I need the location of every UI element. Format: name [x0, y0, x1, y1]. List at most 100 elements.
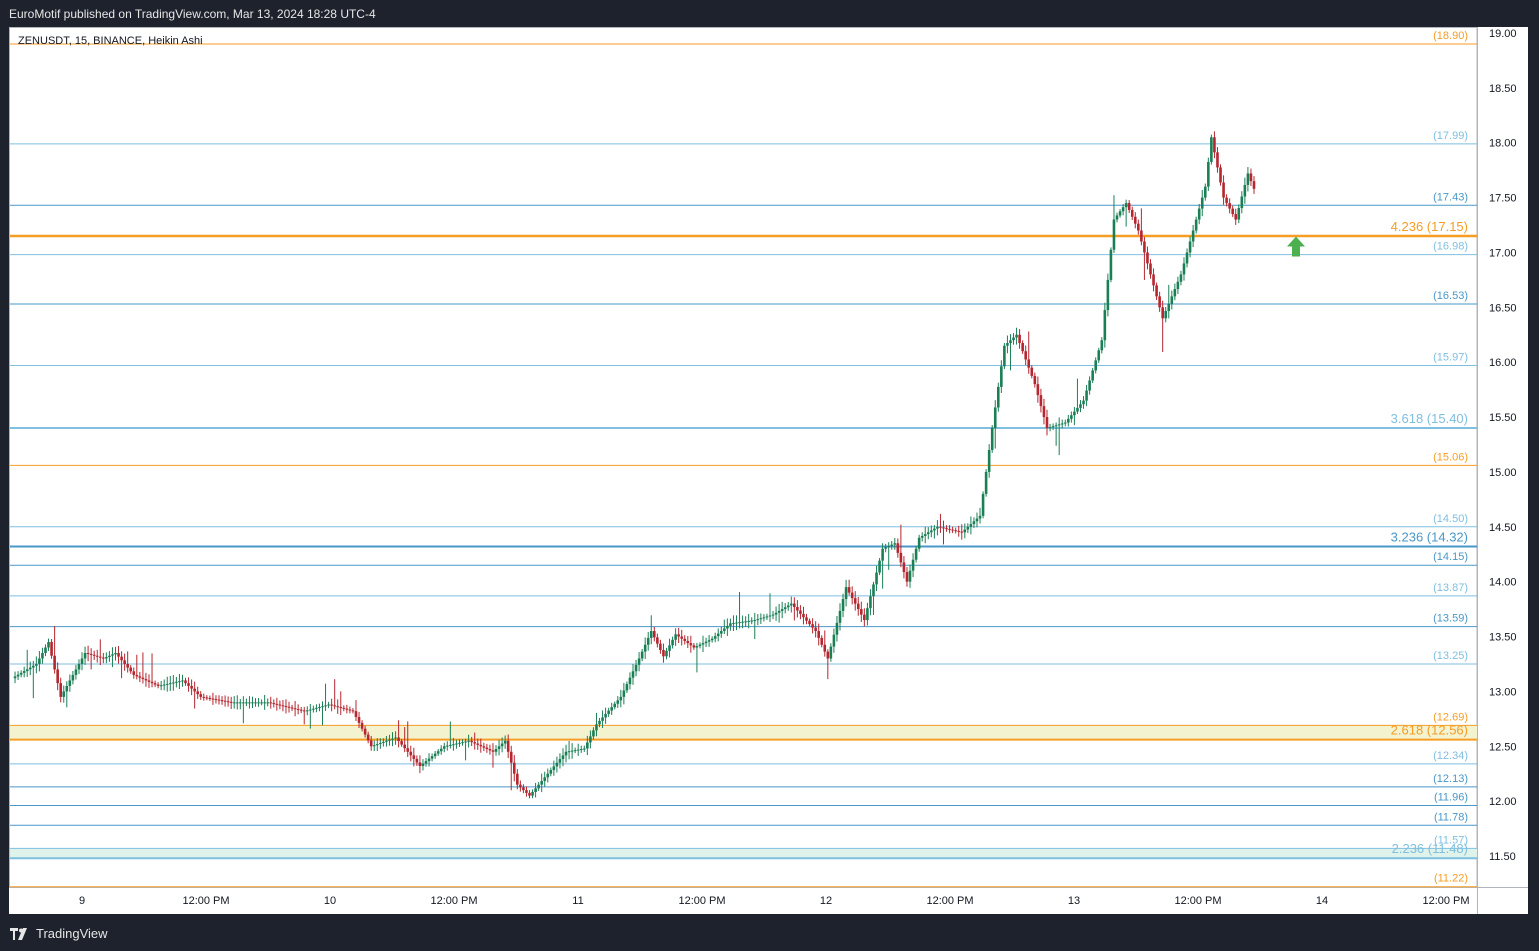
candle-body	[576, 749, 580, 751]
candle-body	[293, 708, 297, 710]
candle-body	[978, 515, 982, 519]
fib-zone-0	[10, 725, 1477, 740]
candle-body	[433, 753, 437, 757]
candle-body	[455, 743, 458, 745]
candle-body	[360, 722, 364, 729]
candle-body	[1079, 404, 1082, 408]
candle-body	[744, 621, 747, 623]
candle-body	[1106, 279, 1110, 311]
candle-body	[251, 702, 254, 704]
candle-body	[336, 706, 340, 708]
x-tick-label: 12:00 PM	[678, 895, 725, 907]
candle-body	[263, 702, 266, 704]
candle-body	[144, 679, 148, 681]
candle-body	[598, 720, 601, 725]
candle-body	[372, 745, 376, 747]
candle-body	[120, 656, 123, 661]
candle-body	[933, 528, 936, 531]
candle-body	[984, 471, 988, 494]
candle-body	[1094, 360, 1098, 371]
candle-body	[634, 664, 638, 672]
candle-body	[205, 697, 209, 699]
candle-body	[232, 702, 236, 704]
candle-body	[467, 740, 470, 742]
candle-body	[397, 737, 400, 742]
chart-panel[interactable]: (18.90) (17.99) (17.43) 4.236 (17.15) (16.98…	[9, 27, 1528, 914]
candle-body	[1185, 252, 1189, 264]
candle-body	[400, 741, 403, 745]
candle-body	[765, 616, 769, 618]
y-tick-label: 17.50	[1489, 193, 1517, 205]
candle-body	[1109, 249, 1113, 280]
candle-body	[1085, 390, 1088, 401]
price-chart[interactable]: (18.90) (17.99) (17.43) 4.236 (17.15) (16.98…	[9, 27, 1528, 914]
footer-brand[interactable]: TradingView	[36, 926, 108, 941]
y-tick-label: 14.50	[1489, 522, 1517, 534]
y-tick-label: 13.00	[1489, 686, 1517, 698]
candle-body	[196, 691, 199, 695]
candles	[13, 131, 1256, 799]
candle-body	[519, 784, 522, 788]
candle-body	[494, 749, 498, 752]
candle-body	[789, 603, 793, 606]
candle-body	[525, 790, 528, 793]
candle-body	[1048, 427, 1052, 429]
candle-body	[866, 608, 869, 621]
x-tick-label: 12:00 PM	[182, 895, 229, 907]
candle-body	[872, 584, 875, 597]
candle-body	[485, 747, 489, 750]
x-tick-label: 12:00 PM	[1422, 895, 1469, 907]
candle-body	[202, 696, 206, 698]
candle-body	[102, 657, 105, 659]
candle-body	[747, 620, 750, 622]
y-tick-label: 14.00	[1489, 577, 1517, 589]
candle-body	[266, 702, 270, 704]
candle-body	[844, 587, 848, 600]
candle-body	[86, 652, 90, 654]
candle-body	[342, 707, 346, 709]
candle-body	[802, 613, 805, 618]
candle-body	[135, 674, 139, 677]
candle-body	[1082, 400, 1085, 405]
tradingview-logo-icon[interactable]	[10, 927, 30, 940]
fib-level-label: (18.90)	[1433, 30, 1468, 42]
x-tick-label: 12:00 PM	[926, 895, 973, 907]
candle-body	[461, 742, 464, 744]
candle-body	[409, 751, 413, 756]
y-tick-label: 18.50	[1489, 83, 1517, 95]
candle-body	[1006, 342, 1009, 346]
candle-body	[698, 644, 702, 647]
candle-body	[1133, 216, 1137, 224]
candle-body	[1130, 209, 1134, 217]
candle-body	[753, 620, 757, 622]
candle-body	[132, 671, 136, 675]
candle-body	[543, 777, 547, 782]
candle-body	[656, 637, 659, 644]
candle-body	[47, 642, 50, 648]
y-tick-label: 16.00	[1489, 357, 1517, 369]
fib-level-label: (11.57)	[1434, 834, 1468, 846]
candle-body	[287, 706, 291, 708]
x-tick-label: 11	[572, 895, 583, 907]
candle-body	[841, 599, 845, 611]
candle-body	[382, 741, 385, 743]
candle-body	[582, 748, 586, 750]
candle-body	[229, 701, 233, 703]
fib-level-label: (12.69)	[1433, 711, 1468, 723]
candle-body	[939, 526, 942, 528]
candle-body	[65, 685, 69, 692]
candle-body	[363, 728, 367, 735]
candle-body	[689, 643, 693, 646]
candle-body	[269, 702, 273, 704]
candle-body	[385, 740, 388, 742]
candle-body	[284, 706, 288, 708]
candle-body	[193, 688, 196, 692]
candle-body	[759, 618, 763, 620]
candle-body	[555, 762, 559, 767]
candle-body	[653, 631, 656, 638]
fib-level-label: (15.06)	[1433, 451, 1468, 463]
candle-body	[610, 707, 613, 711]
y-tick-label: 15.50	[1489, 412, 1517, 424]
chart-title: ZENUSDT, 15, BINANCE, Heikin Ashi	[18, 35, 203, 47]
candle-body	[1149, 263, 1152, 275]
